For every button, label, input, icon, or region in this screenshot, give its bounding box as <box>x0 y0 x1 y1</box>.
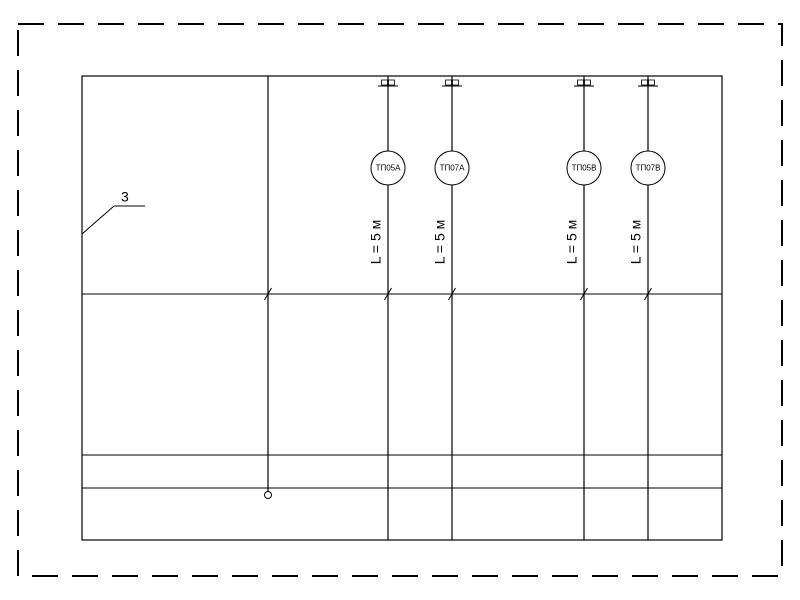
terminal-box <box>453 80 459 85</box>
terminal-box <box>642 80 648 85</box>
stem-endpoint-icon <box>265 492 272 499</box>
length-label: L = 5 м <box>628 220 644 265</box>
tag-label: ТП07А <box>440 164 466 173</box>
terminal-box <box>649 80 655 85</box>
tag-label: ТП05А <box>376 164 402 173</box>
terminal-box <box>389 80 395 85</box>
length-label: L = 5 м <box>432 220 448 265</box>
terminal-box <box>578 80 584 85</box>
length-label: L = 5 м <box>368 220 384 265</box>
terminal-box <box>446 80 452 85</box>
inner-frame <box>82 76 722 540</box>
terminal-box <box>382 80 388 85</box>
terminal-box <box>585 80 591 85</box>
schematic-canvas: 3 ТП05А L = 5 м ТП07А L = 5 м ТП05В L = 5 м ТП0… <box>0 0 800 600</box>
leader-line <box>82 206 114 234</box>
leader-label: 3 <box>121 189 129 205</box>
length-label: L = 5 м <box>564 220 580 265</box>
tag-label: ТП07В <box>636 164 661 173</box>
tag-label: ТП05В <box>572 164 597 173</box>
dashed-border <box>18 24 782 576</box>
